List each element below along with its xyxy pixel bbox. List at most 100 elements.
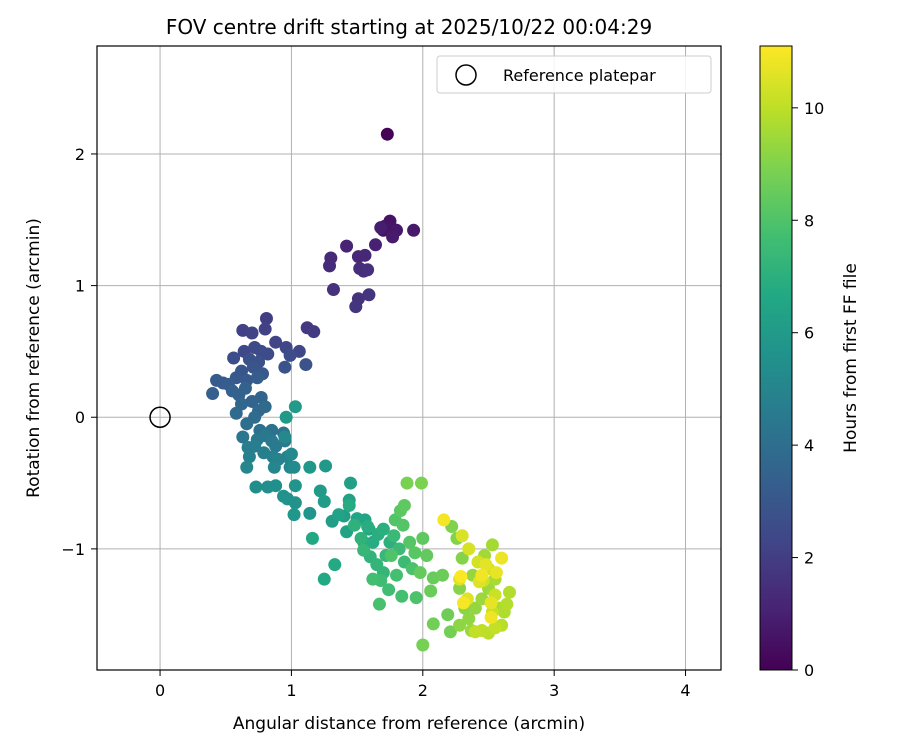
data-point [489, 566, 503, 580]
data-point [414, 476, 428, 490]
data-point [484, 610, 498, 624]
data-point [229, 406, 243, 420]
colorbar-label: Hours from first FF file [841, 263, 861, 453]
data-point [380, 127, 394, 141]
data-point [303, 460, 317, 474]
colorbar-tick-label: 4 [804, 436, 814, 455]
data-point [227, 351, 241, 365]
data-point [357, 543, 371, 557]
data-point [248, 439, 262, 453]
data-point [287, 508, 301, 522]
data-point [313, 484, 327, 498]
data-point [479, 558, 493, 572]
data-point [349, 300, 363, 314]
y-tick-label: −1 [61, 540, 85, 559]
data-point [319, 459, 333, 473]
data-point [426, 617, 440, 631]
data-point [387, 529, 401, 543]
x-tick-label: 2 [418, 681, 428, 700]
data-point [400, 476, 414, 490]
data-point [468, 625, 482, 639]
data-point [382, 583, 396, 597]
grid-lines [97, 46, 721, 670]
colorbar-tick-label: 2 [804, 549, 814, 568]
data-point [240, 417, 254, 431]
colorbar-tick-label: 8 [804, 211, 814, 230]
data-point [283, 348, 297, 362]
data-point [267, 460, 281, 474]
data-point [395, 589, 409, 603]
data-point [397, 498, 411, 512]
data-point [457, 596, 471, 610]
data-point [361, 263, 375, 277]
data-point [317, 572, 331, 586]
data-point [500, 597, 514, 611]
data-point [299, 358, 313, 372]
data-point [396, 518, 410, 532]
data-point [240, 460, 254, 474]
data-point [362, 288, 376, 302]
x-axis-ticks: 0 1 2 3 4 [155, 670, 691, 700]
data-point [403, 535, 417, 549]
legend-marker-icon [455, 64, 477, 86]
data-point [305, 531, 319, 545]
data-point [443, 625, 457, 639]
data-point [424, 584, 438, 598]
data-point [258, 400, 272, 414]
data-point [495, 551, 509, 565]
data-point [453, 581, 467, 595]
data-point [407, 223, 421, 237]
data-point [369, 238, 383, 252]
data-point [420, 548, 434, 562]
data-point [468, 601, 482, 615]
data-point [342, 498, 356, 512]
data-point [416, 531, 430, 545]
data-point [453, 618, 467, 632]
data-point [455, 551, 469, 565]
y-tick-label: 2 [75, 145, 85, 164]
data-point [250, 371, 264, 385]
data-point [288, 496, 302, 510]
data-point [390, 568, 404, 582]
data-point [245, 326, 259, 340]
data-point [288, 400, 302, 414]
data-point [278, 430, 292, 444]
data-point [358, 248, 372, 262]
data-point [384, 548, 398, 562]
data-point [246, 360, 260, 374]
data-point [340, 239, 354, 253]
data-point [279, 410, 293, 424]
data-point [332, 508, 346, 522]
colorbar-gradient [759, 45, 793, 671]
reference-platepar-marker [149, 406, 171, 428]
data-point [344, 476, 358, 490]
colorbar-ticks: 0 2 4 6 8 10 [792, 99, 824, 680]
y-tick-label: 1 [75, 277, 85, 296]
colorbar-tick-label: 0 [804, 661, 814, 680]
data-point [261, 347, 275, 361]
data-point [485, 538, 499, 552]
x-axis-label: Angular distance from reference (arcmin) [233, 714, 585, 734]
data-point [462, 612, 476, 626]
data-point [317, 494, 331, 508]
data-point [323, 259, 337, 273]
colorbar-tick-label: 6 [804, 324, 814, 343]
plot-frame [96, 45, 722, 671]
x-tick-label: 1 [286, 681, 296, 700]
colorbar-tick-label: 10 [804, 99, 824, 118]
legend-box [436, 55, 712, 94]
colorbar: 0 2 4 6 8 10 Hours from first FF file [759, 45, 861, 680]
data-point [372, 597, 386, 611]
data-points [206, 127, 516, 652]
data-point [287, 460, 301, 474]
data-point [238, 381, 252, 395]
data-point [435, 568, 449, 582]
data-point [441, 608, 455, 622]
data-point [374, 221, 388, 235]
data-point [284, 447, 298, 461]
y-axis-ticks: −1 0 1 2 [61, 145, 97, 559]
data-point [206, 387, 220, 401]
data-point [269, 479, 283, 493]
data-point [488, 621, 502, 635]
